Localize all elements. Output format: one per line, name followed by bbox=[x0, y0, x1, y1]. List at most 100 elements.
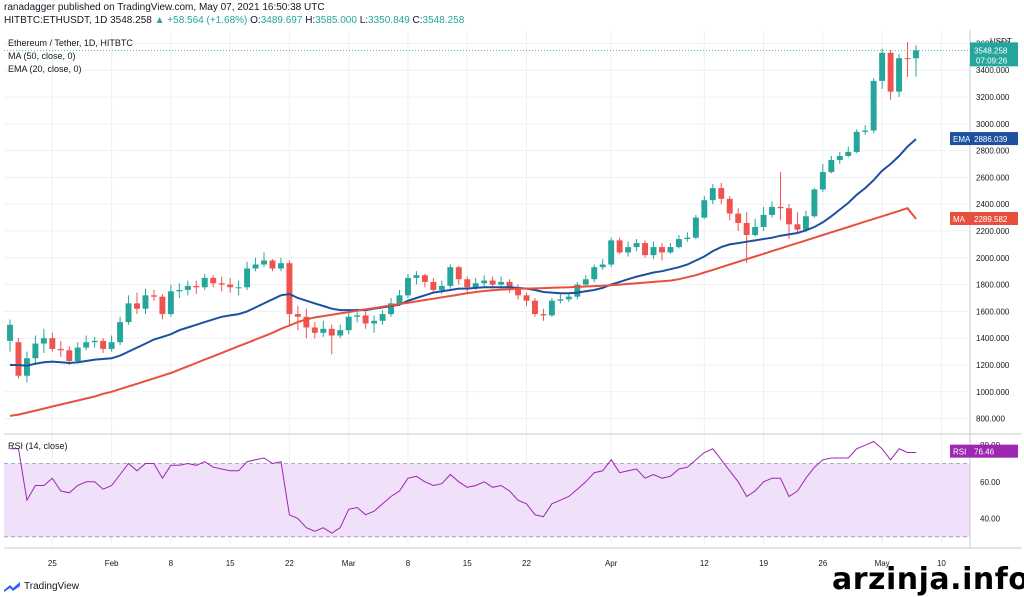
candle-2021-02-02 bbox=[117, 316, 124, 345]
ma-badge-tag-text: MA bbox=[953, 215, 966, 224]
candle-2021-02-05 bbox=[142, 288, 149, 315]
candlesticks bbox=[7, 42, 919, 383]
candle-2021-04-04 bbox=[633, 239, 640, 252]
candle-2021-04-14 bbox=[718, 182, 725, 205]
ma-badge-tag bbox=[950, 211, 970, 225]
candle-2021-02-08 bbox=[167, 284, 174, 317]
candle-2021-02-21 bbox=[277, 257, 284, 272]
candle-body bbox=[294, 314, 301, 317]
candle-body bbox=[642, 243, 649, 256]
time-tick-label: 25 bbox=[48, 559, 57, 568]
price-tick-label: 3400.000 bbox=[976, 66, 1010, 75]
candle-body bbox=[786, 208, 792, 225]
candle-body bbox=[218, 283, 225, 285]
candle-body bbox=[548, 300, 555, 316]
time-tick-label: 15 bbox=[226, 559, 235, 568]
candle-2021-02-20 bbox=[269, 259, 276, 272]
candle-2021-04-23 bbox=[794, 212, 801, 234]
close-label: C: bbox=[412, 15, 423, 26]
candle-2021-04-02 bbox=[616, 237, 623, 254]
site-watermark: arzinja.info bbox=[832, 562, 1024, 597]
candle-2021-02-28 bbox=[337, 324, 344, 339]
ema-badge-value-box bbox=[970, 132, 1018, 146]
candle-body bbox=[777, 206, 784, 209]
candle-body bbox=[845, 151, 852, 156]
candle-2021-04-06 bbox=[650, 241, 657, 260]
candle-body bbox=[574, 284, 581, 297]
candle-body bbox=[684, 237, 691, 240]
low-value: 3350.849 bbox=[368, 15, 410, 26]
price-tick-label: 1600.000 bbox=[976, 307, 1010, 316]
candle-2021-04-27 bbox=[828, 155, 835, 174]
candle-body bbox=[388, 303, 394, 315]
candle-body bbox=[345, 316, 352, 331]
rsi-legend[interactable]: RSI (14, close) bbox=[8, 441, 68, 451]
candle-2021-04-01 bbox=[608, 237, 615, 268]
rsi-badge-tag-text: RSI bbox=[953, 448, 966, 457]
last-price: 3548.258 bbox=[110, 15, 152, 26]
time-tick-label: 22 bbox=[285, 559, 294, 568]
candle-2021-01-21 bbox=[15, 338, 22, 379]
tradingview-logo[interactable]: TradingView bbox=[4, 581, 79, 592]
publisher-line: ranadagger published on TradingView.com,… bbox=[4, 2, 325, 13]
candle-body bbox=[277, 263, 284, 269]
candle-2021-04-09 bbox=[675, 235, 682, 249]
price-chart[interactable]: 3600.0003400.0003200.0003000.0002800.000… bbox=[0, 28, 1024, 576]
candle-body bbox=[489, 280, 496, 285]
candle-2021-03-17 bbox=[481, 275, 488, 288]
candle-body bbox=[227, 284, 234, 288]
candle-body bbox=[57, 348, 64, 351]
price-tick-label: 1200.000 bbox=[976, 361, 1010, 370]
candle-body bbox=[430, 281, 437, 290]
candle-2021-02-19 bbox=[261, 252, 267, 268]
candle-2021-04-30 bbox=[853, 129, 860, 154]
candle-body bbox=[261, 260, 267, 265]
time-tick-label: 12 bbox=[700, 559, 709, 568]
candle-body bbox=[633, 243, 640, 248]
price-axis: 3600.0003400.0003200.0003000.0002800.000… bbox=[976, 37, 1012, 424]
time-tick-label: 10 bbox=[937, 559, 946, 568]
price-tick-label: 800.000 bbox=[976, 415, 1005, 424]
candle-body bbox=[49, 338, 56, 349]
candle-2021-02-22 bbox=[286, 260, 293, 325]
candle-2021-05-07 bbox=[913, 45, 919, 77]
candle-2021-01-23 bbox=[32, 335, 39, 365]
candle-2021-03-09 bbox=[413, 271, 420, 285]
candle-body bbox=[184, 285, 191, 290]
candle-2021-03-15 bbox=[464, 276, 471, 294]
candle-2021-02-03 bbox=[125, 295, 132, 325]
time-tick-label: 15 bbox=[463, 559, 472, 568]
rsi-guides bbox=[4, 463, 970, 538]
candle-body bbox=[625, 247, 632, 253]
candle-body bbox=[472, 283, 479, 288]
candle-body bbox=[769, 206, 776, 215]
ma-badge: MA 2289.582 bbox=[950, 211, 1018, 225]
price-tick-label: 1800.000 bbox=[976, 281, 1010, 290]
price-unit-label: USDT bbox=[990, 37, 1012, 46]
candle-body bbox=[735, 213, 742, 223]
candle-2021-04-12 bbox=[701, 196, 708, 219]
price-tick-label: 1000.000 bbox=[976, 388, 1010, 397]
rsi-badge-tag bbox=[950, 444, 970, 458]
candle-body bbox=[913, 50, 919, 59]
candle-body bbox=[565, 296, 572, 300]
candle-body bbox=[701, 200, 708, 218]
candle-2021-03-11 bbox=[430, 277, 437, 293]
candle-2021-03-20 bbox=[506, 279, 513, 293]
time-tick-label: May bbox=[875, 559, 890, 568]
rsi-badge-value-box bbox=[970, 444, 1018, 458]
ma-legend[interactable]: MA (50, close, 0) bbox=[8, 51, 76, 61]
symbol-label: HITBTC:ETHUSDT, 1D bbox=[4, 15, 108, 26]
candle-body bbox=[650, 247, 657, 256]
ema-badge-tag bbox=[950, 132, 970, 146]
time-tick-label: Feb bbox=[105, 559, 119, 568]
candle-body bbox=[887, 52, 894, 92]
candle-2021-03-29 bbox=[582, 275, 589, 288]
candle-body bbox=[675, 239, 682, 248]
last-price-box bbox=[970, 42, 1018, 67]
candle-2021-02-14 bbox=[218, 276, 225, 292]
candle-2021-03-04 bbox=[371, 315, 378, 333]
ema-legend[interactable]: EMA (20, close, 0) bbox=[8, 64, 82, 74]
candle-body bbox=[726, 198, 733, 214]
price-tick-label: 1400.000 bbox=[976, 334, 1010, 343]
